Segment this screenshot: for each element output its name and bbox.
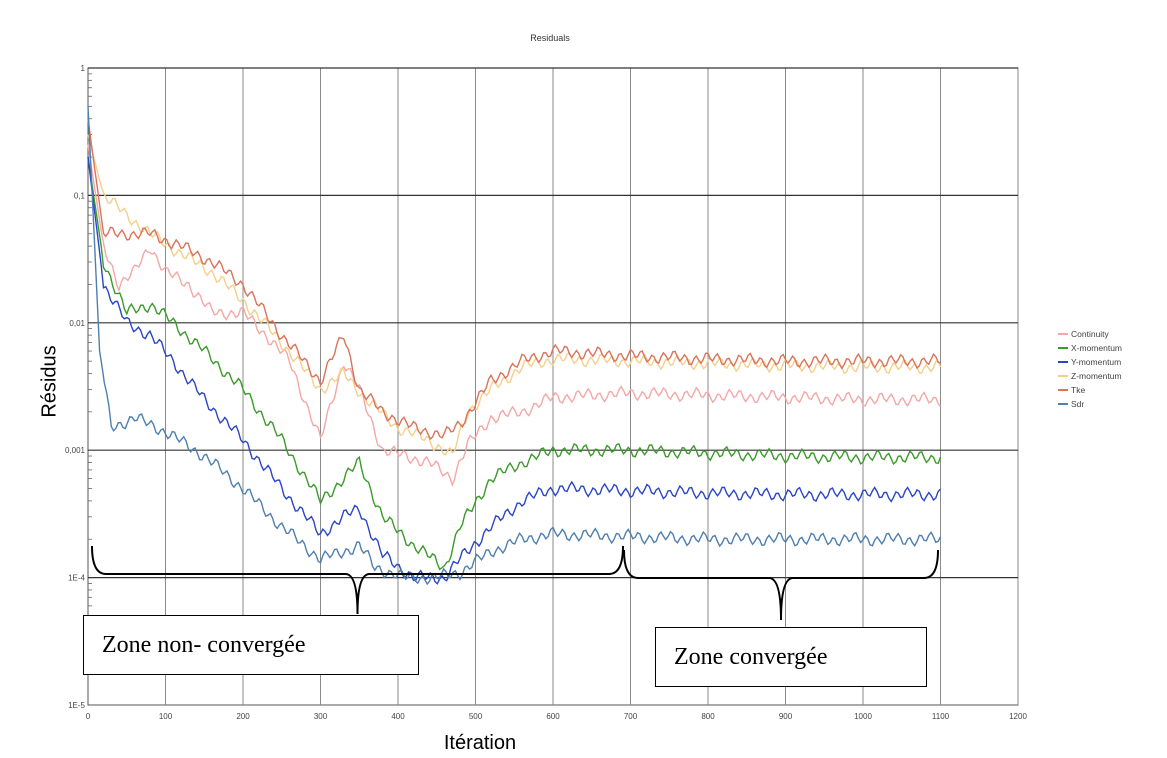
y-tick-label: 1E-5: [68, 701, 85, 710]
series-line-y-momentum: [87, 156, 941, 585]
x-tick-label: 400: [391, 712, 405, 721]
legend-item: Y-momentum: [1058, 355, 1122, 369]
x-tick-label: 500: [469, 712, 483, 721]
legend-swatch: [1058, 389, 1068, 391]
x-tick-label: 1000: [854, 712, 872, 721]
legend-swatch: [1058, 361, 1068, 363]
x-tick-label: 1100: [932, 712, 950, 721]
series-line-z-momentum: [87, 134, 942, 456]
legend-label: Sdr: [1071, 399, 1085, 409]
chart-title: Residuals: [530, 33, 570, 43]
brace-converged: [623, 549, 939, 621]
x-tick-label: 200: [236, 712, 250, 721]
legend-item: Continuity: [1058, 327, 1122, 341]
legend-swatch: [1058, 403, 1068, 405]
y-tick-label: 1E-4: [68, 574, 85, 583]
legend-label: Z-momentum: [1071, 371, 1122, 381]
x-axis-label: Itération: [443, 732, 517, 754]
series-line-x-momentum: [87, 156, 942, 571]
zone-convergee-label: Zone convergée: [655, 627, 927, 687]
x-tick-label: 700: [624, 712, 638, 721]
x-tick-label: 100: [159, 712, 173, 721]
series-line-sdr: [87, 106, 942, 586]
legend-swatch: [1058, 375, 1068, 377]
legend-item: Tke: [1058, 383, 1122, 397]
x-tick-label: 900: [779, 712, 793, 721]
legend-label: Continuity: [1071, 329, 1109, 339]
x-tick-label: 800: [701, 712, 715, 721]
legend-label: Y-momentum: [1071, 357, 1122, 367]
x-tick-label: 300: [314, 712, 328, 721]
legend-swatch: [1058, 347, 1068, 349]
brace-non-converged: [91, 545, 624, 615]
y-axis-label: Résidus: [38, 345, 61, 418]
y-tick-label: 0,001: [65, 446, 86, 455]
y-tick-label: 0,1: [74, 191, 86, 200]
legend-item: Z-momentum: [1058, 369, 1122, 383]
y-tick-label: 1: [81, 64, 86, 73]
legend-label: Tke: [1071, 385, 1086, 395]
x-tick-label: 0: [86, 712, 91, 721]
legend-swatch: [1058, 333, 1068, 335]
zone-non-convergee-label: Zone non- convergée: [83, 615, 419, 675]
x-tick-label: 1200: [1009, 712, 1027, 721]
series-line-continuity: [87, 144, 942, 487]
x-tick-label: 600: [546, 712, 560, 721]
legend-item: X-momentum: [1058, 341, 1122, 355]
legend-item: Sdr: [1058, 397, 1122, 411]
y-tick-label: 0,01: [69, 319, 85, 328]
legend-label: X-momentum: [1071, 343, 1123, 353]
series-line-tke: [87, 118, 941, 441]
chart-legend: Continuity X-momentum Y-momentum Z-momentum…: [1058, 327, 1122, 411]
